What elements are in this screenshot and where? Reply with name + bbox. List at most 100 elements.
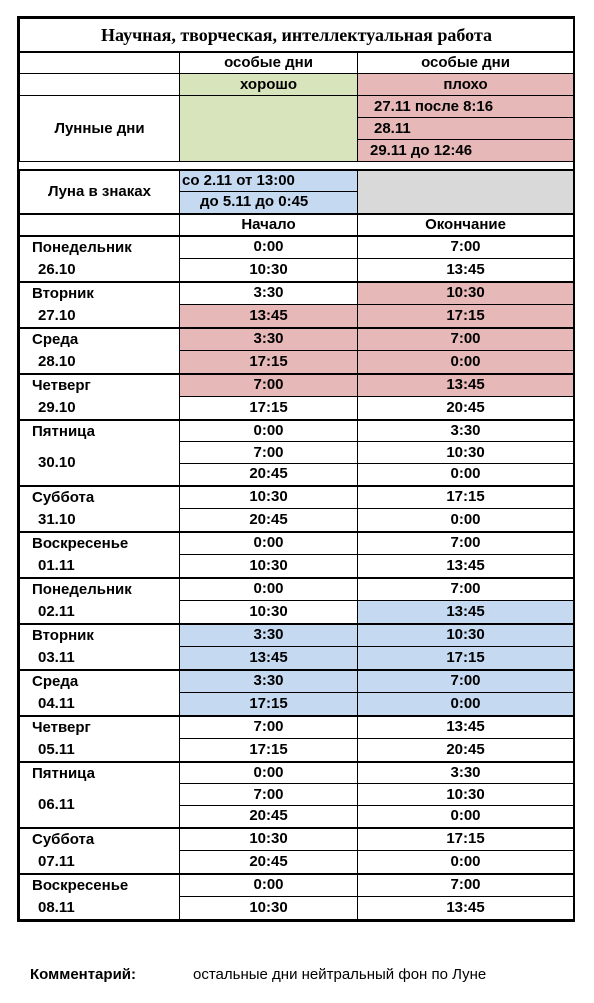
end-time-cell: 0:00 [356,850,575,874]
start-column-header: Начало [179,212,358,236]
day-cell: Среда 04.11 [19,668,180,716]
day-date: 31.10 [38,510,76,528]
day-date: 07.11 [38,852,75,870]
schedule-row: Суббота 07.11 10:30 17:15 [19,826,575,874]
start-time-cell: 3:30 [179,622,358,647]
special-days-header-row: особые дни особые дни [19,51,575,74]
lunar-days-row: Лунные дни 27.11 после 8:16 [19,95,575,162]
comment: Комментарий: остальные дни нейтральный ф… [30,966,486,983]
day-date: 08.11 [38,898,75,916]
start-time-cell: 3:30 [179,280,358,305]
day-cell: Пятница 30.10 [19,418,180,486]
schedule-row: Среда 28.10 3:30 7:00 [19,326,575,374]
end-time-cell: 10:30 [356,783,575,806]
day-cell: Вторник 03.11 [19,622,180,670]
end-time-cell: 7:00 [356,326,575,351]
day-cell: Четверг 29.10 [19,372,180,420]
day-date: 06.11 [38,795,75,813]
end-time-cell: 7:00 [356,872,575,897]
schedule-row: Понедельник 02.11 0:00 7:00 [19,576,575,624]
start-time-cell: 0:00 [179,530,358,555]
start-time-cell: 3:30 [179,326,358,351]
end-time-cell: 17:15 [356,304,575,328]
moon-signs-label: Луна в знаках [19,168,180,214]
empty-cell [19,212,180,236]
schedule-row: Воскресенье 08.11 0:00 7:00 [19,872,575,920]
day-name: Четверг [32,718,91,736]
schedule-row: 13:45 17:15 [20,304,575,328]
schedule-row: 10:30 13:45 [20,554,575,578]
end-time-cell: 10:30 [356,622,575,647]
end-time-cell: 13:45 [356,258,575,282]
end-time-cell: 13:45 [356,600,575,624]
day-name: Понедельник [32,238,132,256]
end-time-cell: 17:15 [356,646,575,670]
day-name: Суббота [32,488,95,506]
day-cell: Среда 28.10 [19,326,180,374]
end-time-cell: 10:30 [356,441,575,464]
day-cell: Суббота 07.11 [19,826,180,874]
day-cell: Вторник 27.10 [19,280,180,328]
start-time-cell: 17:15 [179,738,358,762]
day-name: Среда [32,672,79,690]
day-date: 05.11 [38,740,75,758]
start-time-cell: 10:30 [179,895,358,920]
day-date: 30.10 [38,453,76,471]
bad-label: плохо [356,73,575,96]
end-time-cell: 13:45 [356,372,575,397]
spacer-row [19,161,574,170]
start-time-cell: 0:00 [179,576,358,601]
schedule-row: Пятница 06.11 0:00 3:30 [19,760,575,828]
empty-cell [19,73,180,96]
start-time-cell: 10:30 [179,484,358,509]
start-time-cell: 7:00 [179,441,358,464]
lunar-bad-day: 28.11 [356,117,575,140]
schedule-row: 10:30 13:45 [20,600,575,624]
end-time-cell: 17:15 [356,484,575,509]
title-row: Научная, творческая, интеллектуальная ра… [18,18,575,53]
day-cell: Понедельник 26.10 [19,234,180,282]
start-time-cell: 10:30 [179,826,358,851]
comment-text: остальные дни нейтральный фон по Луне [193,966,487,983]
day-name: Среда [32,330,79,348]
end-time-cell: 13:45 [356,554,575,578]
moon-sign-range: до 5.11 до 0:45 [179,191,358,214]
moon-sign-range: со 2.11 от 13:00 [179,168,358,192]
day-date: 28.10 [38,352,76,370]
start-time-cell: 0:00 [179,234,358,259]
day-name: Воскресенье [32,876,129,894]
end-time-cell: 0:00 [356,463,575,486]
lunar-bad-day: 29.11 до 12:46 [356,139,575,162]
moon-signs-neutral [356,168,575,214]
start-time-cell: 10:30 [179,600,358,624]
schedule-row: Четверг 29.10 7:00 13:45 [19,372,575,420]
start-time-cell: 7:00 [179,714,358,739]
special-days-label-row: хорошо плохо [19,73,575,96]
end-time-cell: 13:45 [356,714,575,739]
start-time-cell: 10:30 [179,258,358,282]
day-cell: Суббота 31.10 [19,484,180,532]
start-time-cell: 20:45 [179,850,358,874]
lunar-good-days [179,95,358,162]
day-date: 04.11 [38,694,75,712]
day-name: Вторник [32,284,94,302]
end-column-header: Окончание [356,212,575,236]
start-time-cell: 13:45 [179,304,358,328]
day-cell: Понедельник 02.11 [19,576,180,624]
lunar-days-label: Лунные дни [19,95,180,162]
schedule-row: 10:30 13:45 [20,258,575,282]
schedule-row: 20:45 0:00 [20,508,575,532]
day-date: 29.10 [38,398,76,416]
end-time-cell: 7:00 [356,234,575,259]
schedule-row: 17:15 20:45 [20,396,575,420]
day-date: 01.11 [38,556,75,574]
day-name: Понедельник [32,580,132,598]
day-date: 02.11 [38,602,75,620]
end-time-cell: 17:15 [356,826,575,851]
schedule-row: 17:15 0:00 [20,350,575,374]
end-time-cell: 0:00 [356,805,575,828]
schedule-table-body: Научная, творческая, интеллектуальная ра… [18,18,575,920]
schedule-row: 20:45 0:00 [20,850,575,874]
start-time-cell: 3:30 [179,668,358,693]
schedule-row: Суббота 31.10 10:30 17:15 [19,484,575,532]
